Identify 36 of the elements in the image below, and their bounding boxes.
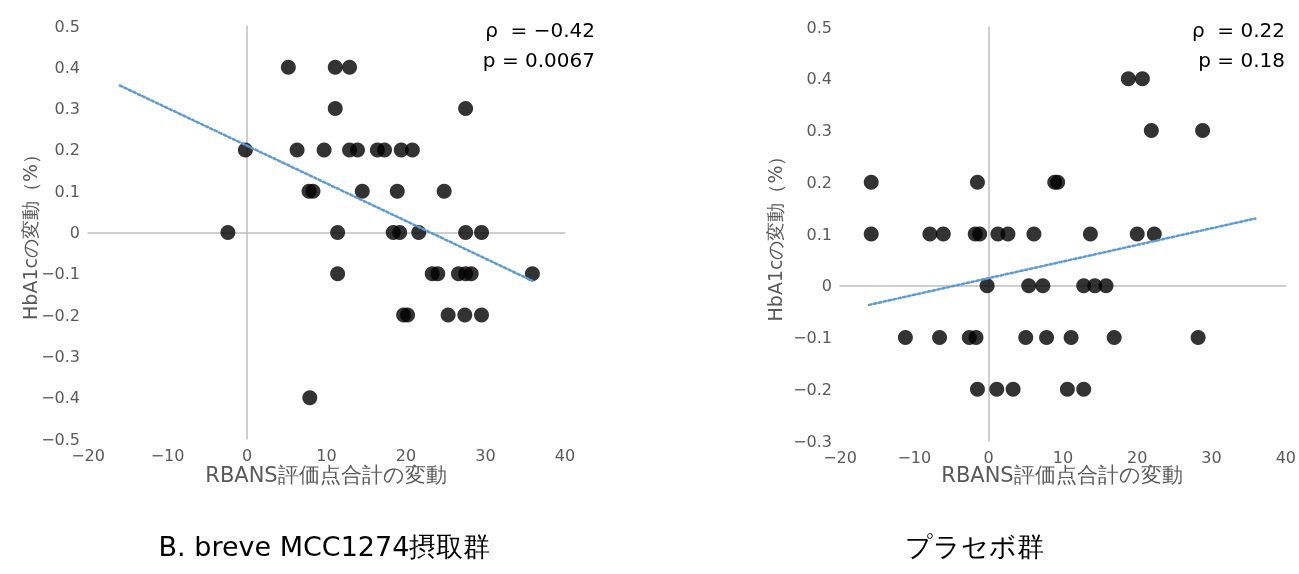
y-tick-label: −0.2 (793, 379, 832, 399)
y-tick-label: 0.5 (54, 16, 80, 36)
x-tick-label: 10 (316, 445, 337, 465)
x-tick-label: −10 (150, 445, 185, 465)
x-axis-title: RBANS評価点合計の変動 (205, 463, 447, 487)
text: B. breve MCC1274摂取群 (158, 531, 491, 562)
y-tick-label: 0.3 (54, 99, 80, 119)
annotation: ρ = 0.22 (1191, 18, 1285, 42)
y-axis-title: HbA1cの変動（%） (764, 146, 786, 322)
x-tick-label: 20 (395, 445, 417, 465)
y-tick-label: 0.1 (806, 224, 832, 244)
y-tick-label: 0.2 (806, 172, 832, 192)
y-tick-label: −0.3 (41, 346, 80, 366)
y-tick-label: −0.4 (41, 388, 80, 408)
x-tick-label: 40 (1275, 447, 1296, 467)
x-tick-label: −10 (897, 447, 932, 467)
annotation: ρ = −0.42 (485, 18, 595, 42)
y-axis-title: HbA1cの変動（%） (19, 145, 41, 320)
annotation: p = 0.0067 (482, 48, 595, 72)
y-tick-label: −0.2 (41, 305, 80, 325)
y-tick-label: −0.1 (41, 264, 80, 284)
y-tick-label: 0.2 (54, 140, 80, 160)
y-tick-label: 0 (69, 223, 80, 242)
text: プラセボ群 (905, 531, 1044, 562)
y-tick-label: 0 (821, 276, 832, 296)
y-tick-label: 0.4 (806, 69, 832, 89)
x-tick-label: 30 (1201, 447, 1222, 467)
x-tick-label: 40 (554, 445, 576, 465)
y-tick-label: −0.1 (793, 328, 832, 347)
annotation: p = 0.18 (1198, 48, 1285, 72)
y-tick-label: 0.1 (54, 181, 80, 201)
y-tick-label: 0.4 (54, 57, 80, 77)
y-tick-label: 0.3 (806, 121, 832, 140)
x-tick-label: 30 (475, 445, 496, 465)
y-tick-label: 0.5 (806, 17, 832, 37)
x-tick-label: 0 (241, 445, 253, 465)
